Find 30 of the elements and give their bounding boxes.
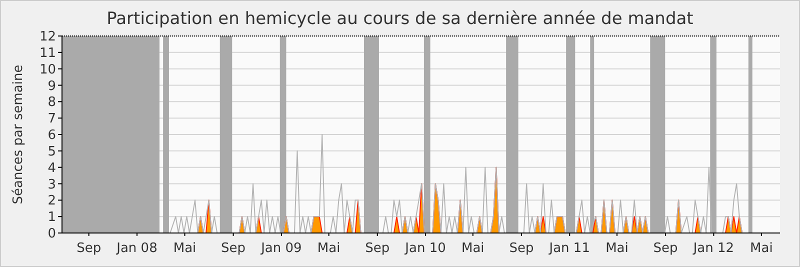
y-tick-label: 2 — [48, 194, 56, 209]
x-tick-label: Sep — [653, 241, 678, 256]
y-tick-label: 1 — [48, 210, 56, 226]
x-tick-label: Jan 11 — [548, 241, 590, 256]
x-tick-label: Mai — [317, 241, 340, 256]
y-tick-label: 5 — [48, 144, 56, 160]
x-tick-label: Jan 12 — [692, 241, 734, 256]
y-tick-label: 10 — [39, 62, 56, 78]
x-tick-label: Mai — [462, 241, 484, 256]
y-tick-label: 9 — [48, 78, 56, 94]
x-tick-label: Jan 10 — [404, 241, 446, 256]
x-tick-label: Sep — [365, 241, 390, 256]
x-tick-label: Jan 08 — [116, 241, 158, 256]
x-tick-label: Mai — [173, 241, 196, 256]
y-tick-label: 11 — [39, 46, 56, 61]
x-tick-label: Jan 09 — [260, 241, 302, 256]
x-tick-label: Mai — [750, 241, 773, 256]
x-tick-label: Sep — [221, 241, 246, 256]
x-tick-label: Mai — [606, 241, 628, 256]
chart-title: Participation en hemicycle au cours de sa dernière année de mandat — [106, 9, 694, 29]
x-tick-label: Sep — [509, 241, 534, 256]
y-tick-label: 0 — [48, 226, 56, 242]
y-tick-label: 6 — [48, 128, 56, 144]
y-tick-label: 3 — [48, 177, 56, 192]
y-axis-title: Séances par semaine — [11, 64, 26, 204]
y-tick-label: 8 — [48, 95, 56, 110]
y-tick-label: 4 — [48, 160, 56, 176]
y-tick-label: 12 — [39, 30, 56, 45]
y-tick-label: 7 — [48, 112, 56, 127]
x-tick-label: Sep — [76, 241, 102, 256]
